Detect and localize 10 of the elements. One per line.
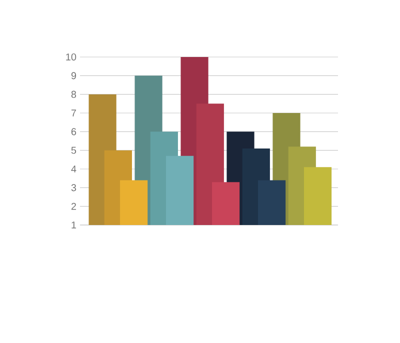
y-tick-label: 8: [71, 90, 76, 98]
y-tick-label: 9: [71, 72, 76, 80]
y-tick-label: 4: [71, 166, 76, 172]
y-tick-label: 5: [71, 146, 76, 154]
y-tick-label: 3: [71, 184, 76, 192]
y-tick-label: 1: [72, 222, 76, 228]
y-tick-label: 2: [71, 202, 76, 210]
y-tick-label: 10: [66, 53, 76, 61]
y-tick-label: 7: [71, 110, 76, 116]
y-tick-label: 6: [71, 128, 76, 136]
